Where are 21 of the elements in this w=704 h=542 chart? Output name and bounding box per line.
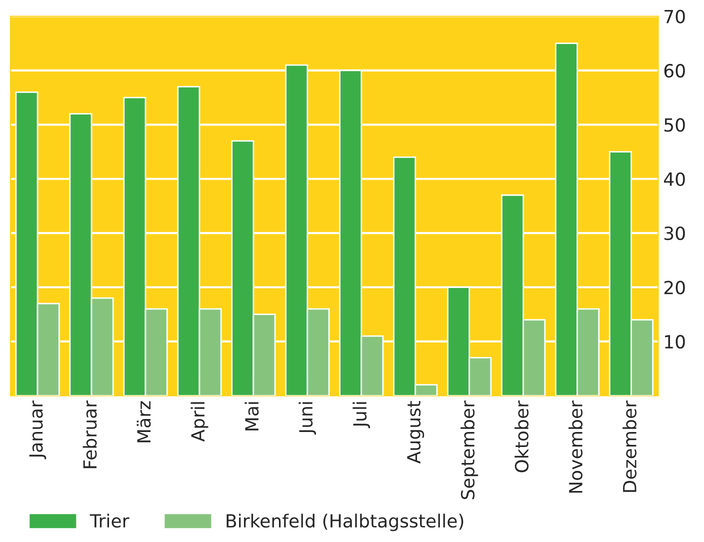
x-tick-label: Februar — [82, 400, 97, 468]
x-tick-label: Januar — [29, 400, 46, 460]
x-tick-label: Juni — [298, 402, 316, 435]
y-tick-label: 20 — [664, 280, 685, 294]
legend-label: Birkenfeld (Halbtagsstelle) — [226, 514, 464, 532]
x-tick-label: September — [460, 400, 478, 500]
y-tick-label: 30 — [664, 226, 685, 240]
x-tick-label: April — [190, 402, 208, 442]
x-tick-label: Mai — [244, 402, 259, 430]
x-tick-label: August — [407, 400, 424, 464]
x-tick-label: Juli — [352, 402, 370, 428]
y-tick-label: 10 — [665, 334, 685, 349]
y-tick-label: 60 — [664, 64, 685, 78]
y-tick-label: 40 — [664, 172, 685, 186]
x-tick-label: Dezember — [622, 400, 636, 492]
x-tick-label: März — [136, 401, 151, 442]
x-tick-label: Oktober — [514, 400, 529, 472]
y-tick-label: 70 — [664, 10, 685, 24]
legend-label: Trier — [90, 514, 130, 528]
x-tick-label: November — [568, 400, 583, 493]
y-tick-label: 50 — [664, 118, 685, 132]
